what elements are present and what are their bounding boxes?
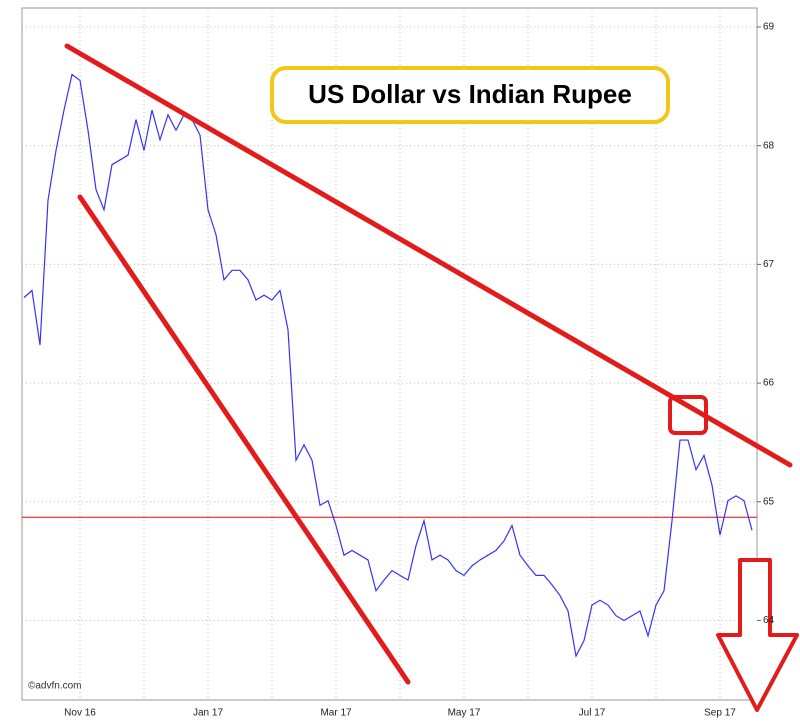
y-tick-label: 66 [763,378,775,389]
y-tick-label: 65 [763,496,775,507]
x-tick-label: Nov 16 [64,708,96,719]
x-tick-label: Sep 17 [704,708,736,719]
line [23,73,753,658]
x-tick-label: Jul 17 [579,708,606,719]
highlight-box [668,395,708,435]
down-arrow [716,558,799,712]
y-tick-label: 68 [763,140,775,151]
trend-line [64,43,793,468]
marks [22,73,757,658]
title-box [270,66,670,124]
chart-title: US Dollar vs Indian Rupee [308,79,632,109]
x-tick-label: Jan 17 [193,708,223,719]
x-tick-label: May 17 [448,708,481,719]
grid [22,8,757,700]
y-tick-label: 69 [763,22,775,33]
y-tick-label: 64 [763,615,775,626]
trend-line [77,194,411,685]
credit: ©advfn.com [28,681,82,692]
x-tick-label: Mar 17 [320,708,352,719]
y-tick-label: 67 [763,259,775,270]
